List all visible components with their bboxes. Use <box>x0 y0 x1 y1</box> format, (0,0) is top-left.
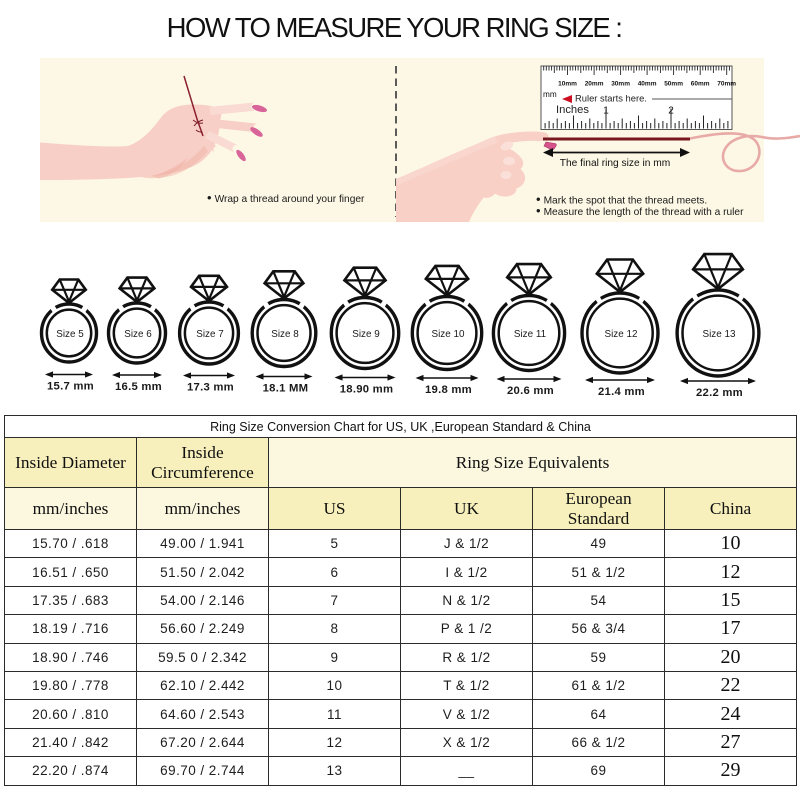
svg-text:Size 5: Size 5 <box>56 329 84 340</box>
svg-text:10mm: 10mm <box>558 81 577 88</box>
svg-text:Size 10: Size 10 <box>432 329 465 340</box>
svg-text:mm: mm <box>543 90 557 99</box>
svg-text:18.1 MM: 18.1 MM <box>263 383 309 395</box>
svg-text:19.8 mm: 19.8 mm <box>425 384 472 396</box>
svg-text:17.3 mm: 17.3 mm <box>187 382 234 394</box>
svg-text:Size 12: Size 12 <box>605 329 638 340</box>
svg-text:1: 1 <box>603 106 609 117</box>
svg-text:21.4 mm: 21.4 mm <box>598 386 645 398</box>
svg-text:40mm: 40mm <box>638 81 657 88</box>
svg-text:50mm: 50mm <box>664 81 683 88</box>
svg-text:60mm: 60mm <box>691 81 710 88</box>
svg-text:Size 13: Size 13 <box>703 329 736 340</box>
svg-text:Ruler starts here.: Ruler starts here. <box>575 93 647 104</box>
svg-text:16.5 mm: 16.5 mm <box>115 381 162 393</box>
svg-text:Size 6: Size 6 <box>124 329 152 340</box>
svg-text:•Wrap a thread around your fin: • Wrap a thread around your finger <box>207 190 365 205</box>
svg-text:Size 8: Size 8 <box>271 329 299 340</box>
svg-text:2: 2 <box>668 106 674 117</box>
svg-text:Size 7: Size 7 <box>196 329 223 340</box>
svg-text:20mm: 20mm <box>585 81 604 88</box>
svg-text:15.7 mm: 15.7 mm <box>47 381 94 393</box>
svg-text:30mm: 30mm <box>611 81 630 88</box>
svg-text:Size 11: Size 11 <box>514 329 547 340</box>
svg-text:70mm: 70mm <box>717 81 736 88</box>
svg-text:18.90 mm: 18.90 mm <box>340 384 394 396</box>
svg-text:22.2 mm: 22.2 mm <box>696 387 743 399</box>
svg-text:20.6 mm: 20.6 mm <box>507 385 554 397</box>
svg-text:•Mark the spot that the thread: • Mark the spot that the thread meets. <box>536 192 707 207</box>
svg-text:•Measure the length of the thr: • Measure the length of the thread with a… <box>536 203 744 218</box>
svg-text:Inches: Inches <box>556 104 589 116</box>
svg-text:The final ring size in mm: The final ring size in mm <box>560 158 670 169</box>
svg-text:Size 9: Size 9 <box>352 329 380 340</box>
